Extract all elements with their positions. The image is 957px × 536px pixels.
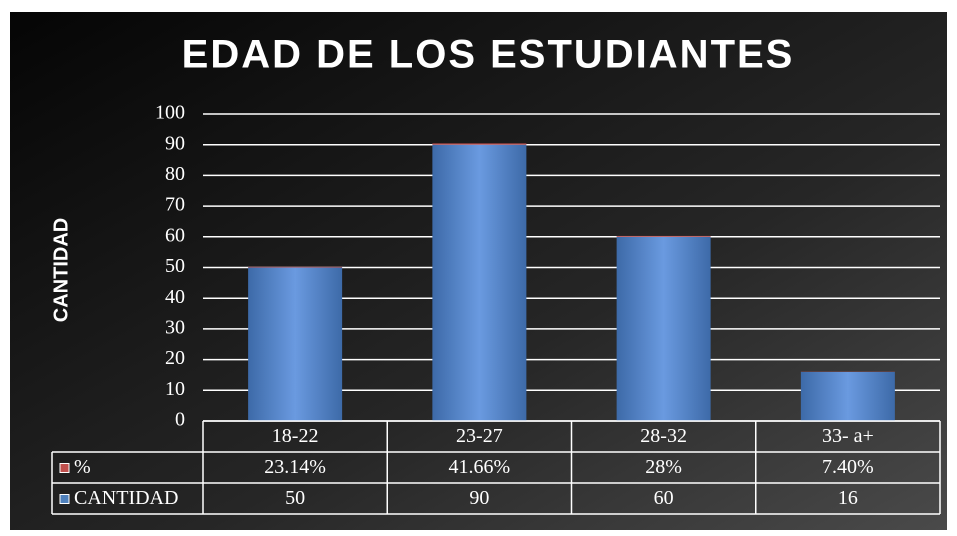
y-tick-label: 50 — [165, 255, 185, 277]
bar — [432, 143, 527, 145]
x-tick-label: 23-27 — [456, 425, 503, 447]
x-tick-label: 18-22 — [272, 425, 319, 447]
y-tick-label: 0 — [175, 409, 185, 431]
y-tick-label: 20 — [165, 347, 185, 369]
y-axis-label: CANTIDAD — [50, 218, 72, 322]
table-cell: 90 — [469, 487, 489, 509]
y-tick-label: 70 — [165, 194, 185, 216]
y-tick-label: 40 — [165, 286, 185, 308]
legend-key — [59, 463, 70, 473]
legend-label: % — [74, 456, 91, 478]
x-tick-label: 28-32 — [640, 425, 687, 447]
y-tick-label: 30 — [165, 316, 185, 338]
x-tick-label: 33- a+ — [822, 425, 874, 447]
table-cell: 60 — [654, 487, 674, 509]
table-cell: 7.40% — [822, 456, 874, 478]
legend-label: CANTIDAD — [74, 487, 178, 509]
y-tick-label: 100 — [155, 102, 185, 124]
y-tick-label: 10 — [165, 378, 185, 400]
table-cell: 16 — [838, 487, 858, 509]
bar — [616, 235, 711, 237]
legend-key — [59, 494, 70, 504]
y-tick-label: 60 — [165, 224, 185, 246]
bar — [616, 236, 711, 421]
table-cell: 41.66% — [449, 456, 511, 478]
chart-title: EDAD DE LOS ESTUDIANTES — [182, 33, 795, 77]
table-cell: 50 — [285, 487, 305, 509]
bar — [800, 371, 895, 421]
y-tick-label: 90 — [165, 132, 185, 154]
bar — [248, 266, 343, 268]
table-cell: 23.14% — [264, 456, 326, 478]
bar — [432, 144, 527, 421]
bar — [248, 267, 343, 421]
y-tick-label: 80 — [165, 163, 185, 185]
table-cell: 28% — [645, 456, 682, 478]
